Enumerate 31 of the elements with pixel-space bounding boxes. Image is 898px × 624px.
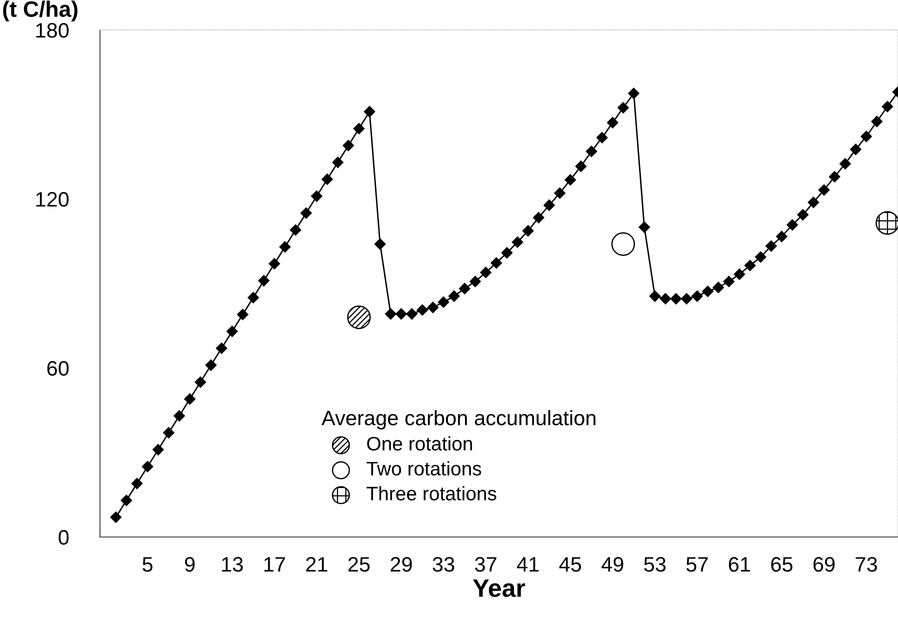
y-axis-title: (t C/ha) — [3, 0, 78, 22]
legend-title: Average carbon accumulation — [322, 410, 596, 430]
x-tick-label: 29 — [390, 556, 412, 572]
y-tick-label: 120 — [36, 192, 69, 207]
x-tick-label: 37 — [474, 556, 496, 572]
y-tick-label: 0 — [58, 530, 69, 545]
point — [876, 211, 898, 235]
x-axis-title: Year — [473, 580, 526, 598]
x-tick-label: 17 — [264, 557, 285, 572]
x-tick-label: 25 — [348, 556, 370, 572]
x-tick-label: 49 — [602, 556, 624, 572]
legend-label: Two rotations — [366, 461, 482, 476]
x-tick-label: 21 — [306, 556, 328, 572]
x-tick-label: 9 — [185, 556, 195, 572]
y-tick-label: 60 — [47, 361, 69, 376]
x-tick-label: 45 — [559, 557, 582, 572]
y-tick-label: 180 — [36, 23, 69, 38]
x-tick-label: 41 — [516, 557, 539, 572]
x-tick-label: 5 — [142, 557, 152, 572]
x-tick-label: 33 — [432, 556, 454, 572]
x-tick-label: 61 — [728, 556, 750, 572]
x-tick-label: 65 — [771, 556, 792, 572]
x-tick-label: 57 — [686, 557, 708, 572]
point — [347, 305, 371, 330]
legend-label: Three rotations — [366, 486, 496, 500]
x-tick-label: 69 — [813, 556, 835, 572]
x-tick-label: 13 — [222, 556, 243, 572]
point — [611, 232, 636, 256]
x-tick-label: 53 — [644, 556, 666, 572]
x-tick-label: 73 — [856, 556, 877, 572]
legend-label: One rotation — [367, 436, 472, 451]
